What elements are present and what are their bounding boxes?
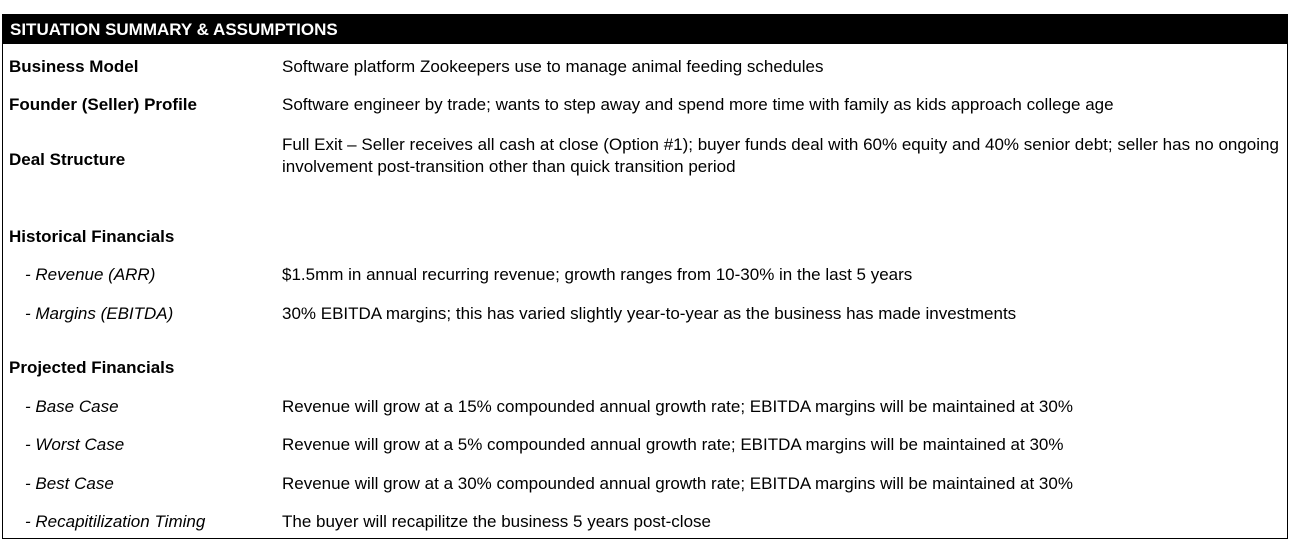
row-label: - Worst Case xyxy=(25,435,125,454)
row-value: Revenue will grow at a 15% compounded an… xyxy=(282,397,1073,416)
table-title: SITUATION SUMMARY & ASSUMPTIONS xyxy=(3,15,1287,44)
row-value: 30% EBITDA margins; this has varied slig… xyxy=(282,304,1017,323)
row-value: Full Exit – Seller receives all cash at … xyxy=(282,135,1279,176)
section-heading: Historical Financials xyxy=(9,227,175,246)
row-label: - Margins (EBITDA) xyxy=(25,304,174,323)
row-value: The buyer will recapilitze the business … xyxy=(282,512,711,531)
row-label: - Recapitilization Timing xyxy=(25,512,206,531)
row-label: Deal Structure xyxy=(9,150,126,169)
row-value: Revenue will grow at a 30% compounded an… xyxy=(282,474,1073,493)
row-label: Founder (Seller) Profile xyxy=(9,95,197,114)
row-label: - Best Case xyxy=(25,474,114,493)
row-value: Revenue will grow at a 5% compounded ann… xyxy=(282,435,1064,454)
row-value: Software platform Zookeepers use to mana… xyxy=(282,57,824,76)
row-label: - Base Case xyxy=(25,397,119,416)
section-heading: Projected Financials xyxy=(9,358,175,377)
row-value: Software engineer by trade; wants to ste… xyxy=(282,95,1114,114)
row-label: Business Model xyxy=(9,57,139,76)
summary-table: SITUATION SUMMARY & ASSUMPTIONS Business… xyxy=(2,14,1288,539)
row-label: - Revenue (ARR) xyxy=(25,265,156,284)
row-value: $1.5mm in annual recurring revenue; grow… xyxy=(282,265,913,284)
